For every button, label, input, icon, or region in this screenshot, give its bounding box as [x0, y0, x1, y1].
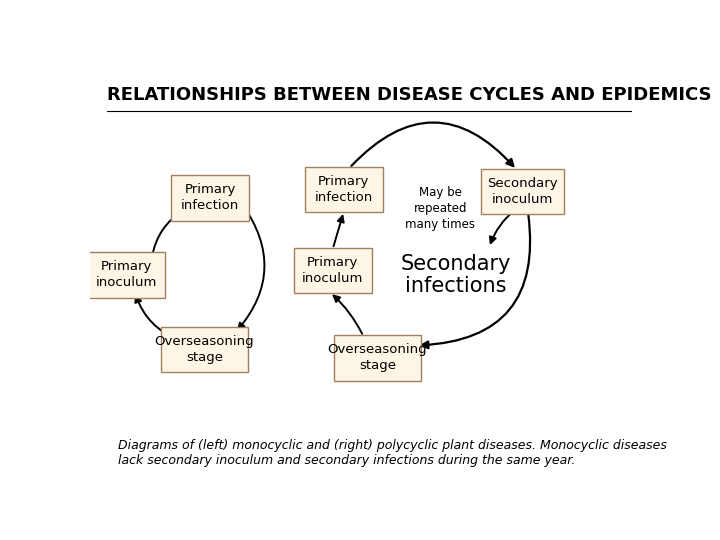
FancyArrowPatch shape — [490, 210, 515, 243]
Text: Overseasoning
stage: Overseasoning stage — [155, 335, 254, 364]
FancyArrowPatch shape — [238, 204, 264, 329]
FancyBboxPatch shape — [294, 248, 372, 294]
Text: RELATIONSHIPS BETWEEN DISEASE CYCLES AND EPIDEMICS: RELATIONSHIPS BETWEEN DISEASE CYCLES AND… — [107, 85, 711, 104]
FancyArrowPatch shape — [351, 123, 513, 166]
FancyBboxPatch shape — [481, 169, 564, 214]
Text: Secondary
infections: Secondary infections — [400, 254, 510, 296]
Text: May be
repeated
many times: May be repeated many times — [405, 186, 475, 231]
Text: Primary
infection: Primary infection — [181, 184, 239, 212]
Text: Primary
inoculum: Primary inoculum — [96, 260, 157, 289]
FancyBboxPatch shape — [305, 167, 383, 212]
FancyArrowPatch shape — [333, 216, 343, 246]
Text: Primary
inoculum: Primary inoculum — [302, 256, 364, 285]
FancyBboxPatch shape — [171, 175, 249, 221]
FancyBboxPatch shape — [87, 252, 166, 298]
Text: Diagrams of (left) monocyclic and (right) polycyclic plant diseases. Monocyclic : Diagrams of (left) monocyclic and (right… — [118, 439, 667, 467]
FancyArrowPatch shape — [152, 211, 184, 258]
FancyBboxPatch shape — [161, 327, 248, 373]
FancyArrowPatch shape — [135, 296, 179, 340]
Text: Primary
infection: Primary infection — [315, 175, 373, 204]
FancyArrowPatch shape — [333, 295, 362, 334]
Text: Overseasoning
stage: Overseasoning stage — [328, 343, 427, 373]
Text: Secondary
inoculum: Secondary inoculum — [487, 177, 558, 206]
FancyBboxPatch shape — [334, 335, 420, 381]
FancyArrowPatch shape — [422, 215, 530, 348]
